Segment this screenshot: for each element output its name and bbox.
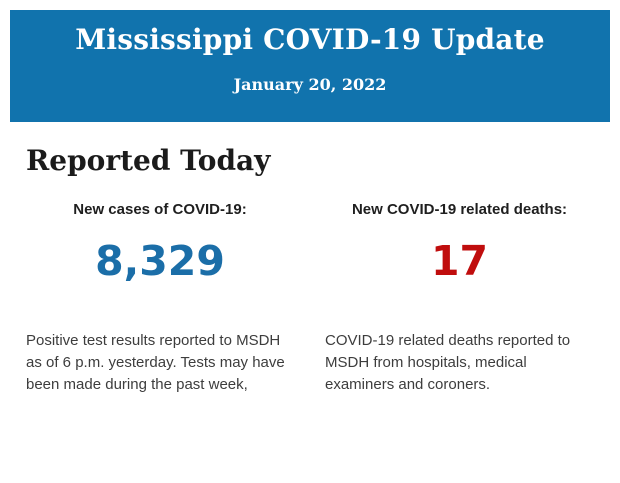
newsletter-date: January 20, 2022 <box>233 75 387 94</box>
new-deaths-value: 17 <box>430 237 489 285</box>
report-body: Reported Today New cases of COVID-19: 8,… <box>0 122 620 396</box>
header-banner: Mississippi COVID-19 Update January 20, … <box>10 10 610 122</box>
new-deaths-label: New COVID-19 related deaths: <box>351 201 568 218</box>
newsletter-title: Mississippi COVID-19 Update <box>75 23 545 56</box>
new-deaths-description: COVID-19 related deaths reported to MSDH… <box>325 332 571 393</box>
section-heading: Reported Today <box>26 144 271 177</box>
stats-columns: New cases of COVID-19: 8,329 Positive te… <box>26 201 594 396</box>
new-cases-value: 8,329 <box>95 237 225 285</box>
new-cases-label: New cases of COVID-19: <box>73 201 247 218</box>
new-cases-column: New cases of COVID-19: 8,329 Positive te… <box>26 201 310 396</box>
new-deaths-column: New COVID-19 related deaths: 17 COVID-19… <box>310 201 594 396</box>
covid-update-newsletter: Mississippi COVID-19 Update January 20, … <box>0 10 620 483</box>
new-cases-description: Positive test results reported to MSDH a… <box>26 332 285 393</box>
